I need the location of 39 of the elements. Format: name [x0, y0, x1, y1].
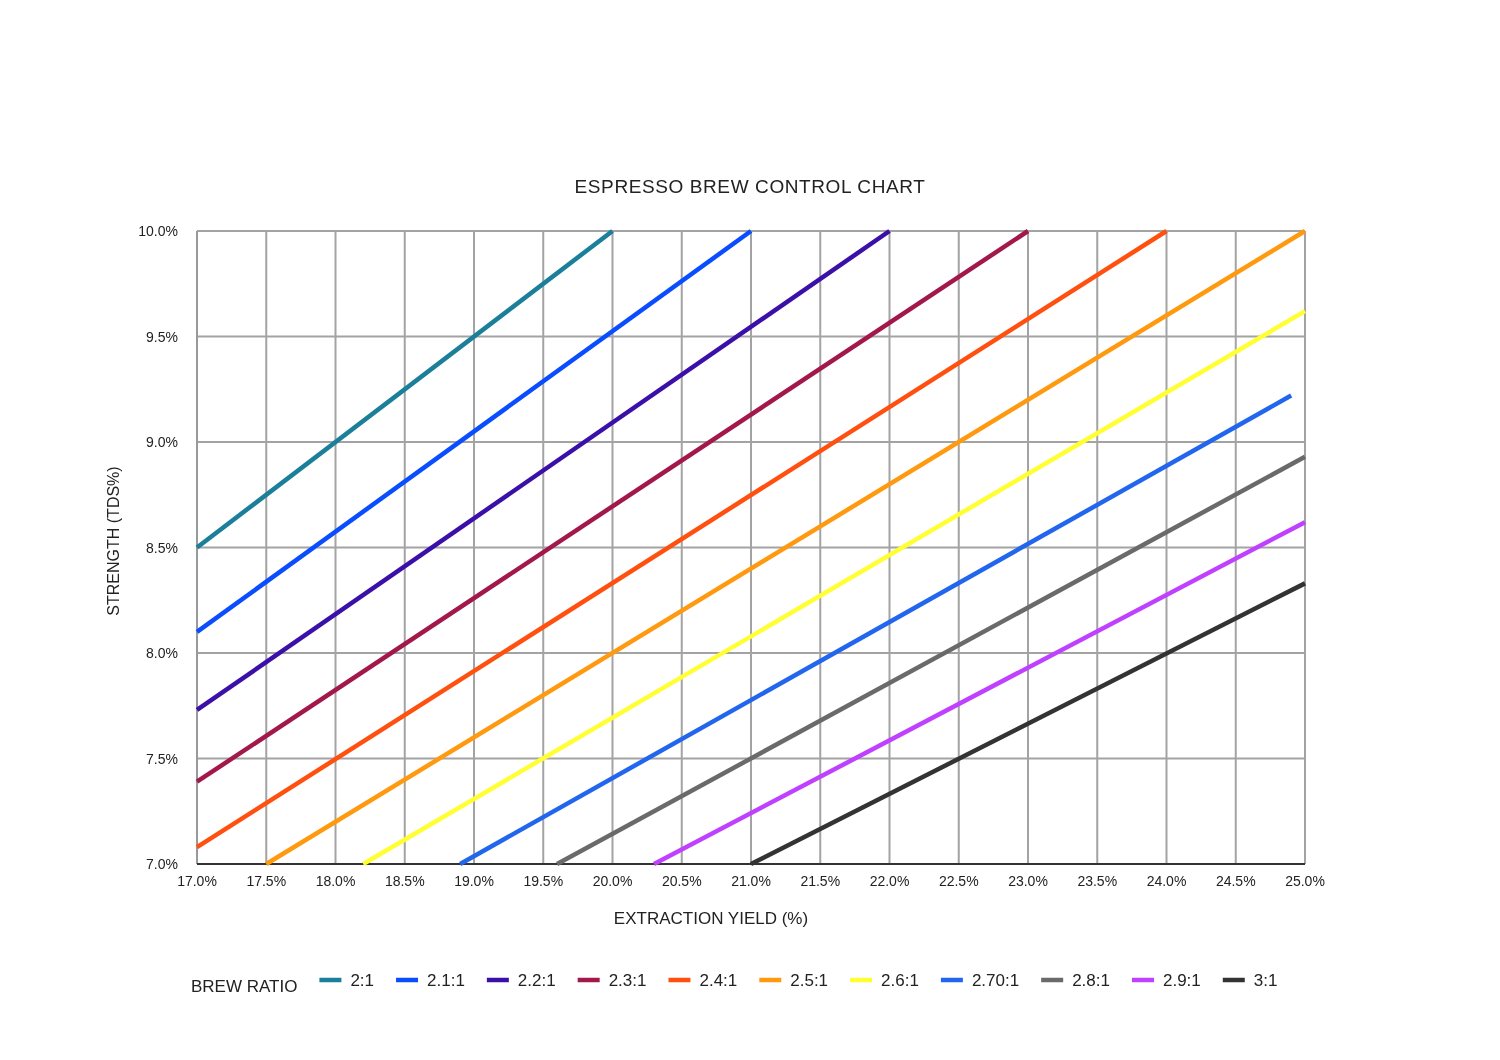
chart-title: ESPRESSO BREW CONTROL CHART: [574, 176, 926, 197]
legend-label: 2.8:1: [1072, 971, 1110, 990]
y-tick-label: 7.5%: [146, 750, 178, 767]
x-tick-label: 18.5%: [384, 873, 425, 889]
legend-label: 2.6:1: [881, 971, 919, 990]
x-tick-label: 20.0%: [592, 873, 633, 889]
legend-label: 3:1: [1253, 971, 1278, 990]
x-tick-label: 20.5%: [661, 873, 702, 889]
legend-label: 2.3:1: [608, 971, 647, 990]
x-tick-label: 21.5%: [800, 873, 841, 889]
x-tick-label: 17.0%: [177, 873, 217, 889]
legend-label: 2.1:1: [427, 971, 465, 990]
y-tick-label: 8.5%: [146, 539, 178, 556]
x-tick-label: 24.0%: [1146, 873, 1187, 889]
x-tick-label: 18.0%: [315, 873, 356, 889]
legend-title: BREW RATIO: [191, 977, 298, 996]
x-tick-label: 21.0%: [731, 873, 771, 889]
x-tick-label: 23.0%: [1008, 873, 1048, 889]
y-tick-label: 9.0%: [146, 434, 178, 450]
x-tick-label: 24.5%: [1215, 873, 1256, 889]
y-tick-label: 8.0%: [146, 645, 178, 661]
x-axis-title: EXTRACTION YIELD (%): [613, 909, 809, 928]
legend-label: 2.9:1: [1162, 971, 1201, 990]
y-tick-label: 7.0%: [146, 856, 178, 872]
legend-label: 2.70:1: [971, 971, 1020, 990]
legend-label: 2:1: [350, 971, 375, 990]
legend-label: 2.5:1: [790, 971, 829, 990]
legend-label: 2.2:1: [517, 971, 556, 990]
y-axis-title: STRENGTH (TDS%): [105, 466, 122, 616]
y-tick-label: 10.0%: [138, 223, 178, 239]
x-tick-label: 22.5%: [938, 873, 979, 889]
x-tick-label: 23.5%: [1077, 873, 1118, 889]
x-tick-label: 19.0%: [454, 873, 494, 889]
x-tick-label: 19.5%: [523, 873, 564, 889]
x-tick-label: 25.0%: [1285, 873, 1325, 889]
x-tick-label: 17.5%: [246, 873, 287, 889]
x-tick-label: 22.0%: [869, 873, 910, 889]
y-tick-label: 9.5%: [146, 328, 178, 345]
legend-label: 2.4:1: [699, 971, 738, 990]
